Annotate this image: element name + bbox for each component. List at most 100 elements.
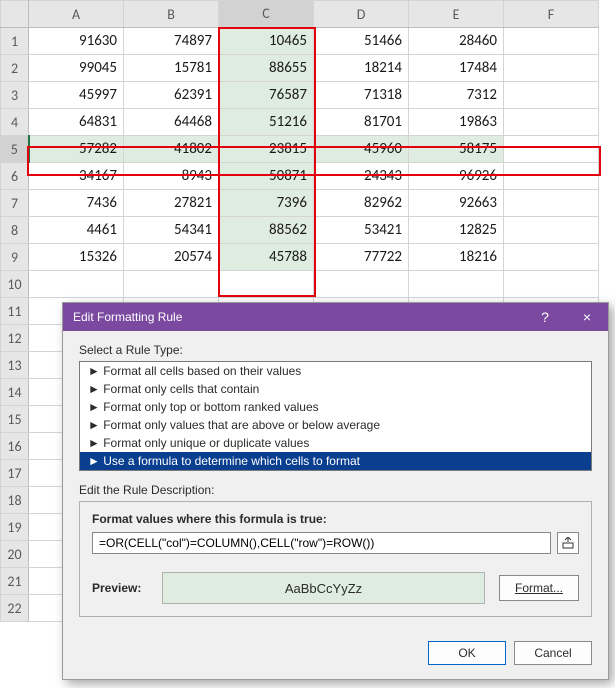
cell[interactable]: 27821	[124, 190, 219, 217]
cell[interactable]: 10465	[219, 28, 314, 55]
select-all-corner[interactable]	[1, 1, 29, 28]
cell[interactable]: 15781	[124, 55, 219, 82]
cell[interactable]: 58175	[409, 136, 504, 163]
cell[interactable]: 12825	[409, 217, 504, 244]
cell[interactable]: 96926	[409, 163, 504, 190]
cell[interactable]: 7312	[409, 82, 504, 109]
row-header[interactable]: 8	[1, 217, 29, 244]
cell[interactable]	[504, 190, 599, 217]
row-header[interactable]: 5	[1, 136, 29, 163]
row-header[interactable]: 2	[1, 55, 29, 82]
row-header[interactable]: 1	[1, 28, 29, 55]
cell[interactable]: 19863	[409, 109, 504, 136]
cell[interactable]: 82962	[314, 190, 409, 217]
rule-type-item[interactable]: ► Format only unique or duplicate values	[80, 434, 591, 452]
cell[interactable]	[504, 217, 599, 244]
cell[interactable]: 7396	[219, 190, 314, 217]
row-header[interactable]: 21	[1, 568, 29, 595]
cell[interactable]: 91630	[29, 28, 124, 55]
row-header[interactable]: 22	[1, 595, 29, 622]
cell[interactable]	[124, 271, 219, 298]
cell[interactable]: 50871	[219, 163, 314, 190]
row-header[interactable]: 19	[1, 514, 29, 541]
row-header[interactable]: 12	[1, 325, 29, 352]
cell[interactable]: 53421	[314, 217, 409, 244]
cell[interactable]	[409, 271, 504, 298]
cell[interactable]: 34167	[29, 163, 124, 190]
cell[interactable]: 76587	[219, 82, 314, 109]
column-header[interactable]: B	[124, 1, 219, 28]
cell[interactable]	[314, 271, 409, 298]
cell[interactable]	[219, 271, 314, 298]
rule-type-item[interactable]: ► Use a formula to determine which cells…	[80, 452, 591, 470]
cell[interactable]: 23815	[219, 136, 314, 163]
ok-button[interactable]: OK	[428, 641, 506, 665]
cell[interactable]: 88562	[219, 217, 314, 244]
row-header[interactable]: 16	[1, 433, 29, 460]
column-header[interactable]: F	[504, 1, 599, 28]
help-button[interactable]: ?	[524, 303, 566, 331]
row-header[interactable]: 9	[1, 244, 29, 271]
collapse-dialog-button[interactable]	[557, 532, 579, 554]
row-header[interactable]: 14	[1, 379, 29, 406]
cell[interactable]: 15326	[29, 244, 124, 271]
format-button[interactable]: Format...	[499, 575, 579, 601]
rule-type-item[interactable]: ► Format only top or bottom ranked value…	[80, 398, 591, 416]
column-header[interactable]: C	[219, 1, 314, 28]
cell[interactable]: 4461	[29, 217, 124, 244]
cell[interactable]: 45997	[29, 82, 124, 109]
cell[interactable]: 18214	[314, 55, 409, 82]
cell[interactable]: 7436	[29, 190, 124, 217]
row-header[interactable]: 18	[1, 487, 29, 514]
cell[interactable]: 64468	[124, 109, 219, 136]
cell[interactable]: 88655	[219, 55, 314, 82]
column-header[interactable]: E	[409, 1, 504, 28]
cell[interactable]	[29, 271, 124, 298]
cell[interactable]	[504, 28, 599, 55]
cell[interactable]: 77722	[314, 244, 409, 271]
row-header[interactable]: 3	[1, 82, 29, 109]
formula-input[interactable]	[92, 532, 551, 554]
cell[interactable]: 45960	[314, 136, 409, 163]
cell[interactable]: 57282	[29, 136, 124, 163]
cell[interactable]: 99045	[29, 55, 124, 82]
cell[interactable]	[504, 82, 599, 109]
rule-type-item[interactable]: ► Format only cells that contain	[80, 380, 591, 398]
close-button[interactable]: ×	[566, 303, 608, 331]
cell[interactable]: 51216	[219, 109, 314, 136]
row-header[interactable]: 7	[1, 190, 29, 217]
cell[interactable]: 20574	[124, 244, 219, 271]
cell[interactable]: 45788	[219, 244, 314, 271]
column-header[interactable]: D	[314, 1, 409, 28]
rule-type-item[interactable]: ► Format only values that are above or b…	[80, 416, 591, 434]
column-header[interactable]: A	[29, 1, 124, 28]
row-header[interactable]: 4	[1, 109, 29, 136]
cell[interactable]: 71318	[314, 82, 409, 109]
cell[interactable]: 28460	[409, 28, 504, 55]
cell[interactable]: 64831	[29, 109, 124, 136]
cell[interactable]: 8943	[124, 163, 219, 190]
cell[interactable]	[504, 136, 599, 163]
cell[interactable]	[504, 55, 599, 82]
row-header[interactable]: 11	[1, 298, 29, 325]
rule-type-list[interactable]: ► Format all cells based on their values…	[79, 361, 592, 471]
cell[interactable]: 51466	[314, 28, 409, 55]
cell[interactable]	[504, 109, 599, 136]
row-header[interactable]: 15	[1, 406, 29, 433]
cell[interactable]: 74897	[124, 28, 219, 55]
cell[interactable]: 18216	[409, 244, 504, 271]
cell[interactable]: 92663	[409, 190, 504, 217]
cell[interactable]	[504, 244, 599, 271]
cell[interactable]: 62391	[124, 82, 219, 109]
rule-type-item[interactable]: ► Format all cells based on their values	[80, 362, 591, 380]
cell[interactable]: 17484	[409, 55, 504, 82]
row-header[interactable]: 20	[1, 541, 29, 568]
cell[interactable]: 24343	[314, 163, 409, 190]
cell[interactable]	[504, 163, 599, 190]
cell[interactable]	[504, 271, 599, 298]
cell[interactable]: 81701	[314, 109, 409, 136]
row-header[interactable]: 17	[1, 460, 29, 487]
row-header[interactable]: 6	[1, 163, 29, 190]
dialog-titlebar[interactable]: Edit Formatting Rule ? ×	[63, 303, 608, 331]
row-header[interactable]: 13	[1, 352, 29, 379]
